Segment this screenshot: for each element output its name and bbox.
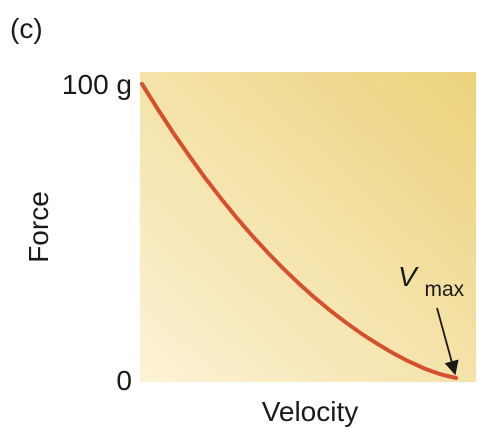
- x-axis-label: Velocity: [262, 396, 359, 427]
- y-tick-bottom: 0: [116, 365, 132, 396]
- y-tick-top: 100 g: [62, 69, 132, 100]
- vmax-symbol: V: [398, 261, 419, 292]
- vmax-subscript: max: [424, 278, 464, 301]
- y-axis-label: Force: [23, 191, 54, 263]
- plot-area: [140, 72, 476, 382]
- vmax-arrow: [436, 307, 459, 376]
- force-velocity-curve: [140, 82, 458, 380]
- vmax-annotation: V max: [398, 261, 465, 301]
- panel-label: (c): [10, 13, 43, 44]
